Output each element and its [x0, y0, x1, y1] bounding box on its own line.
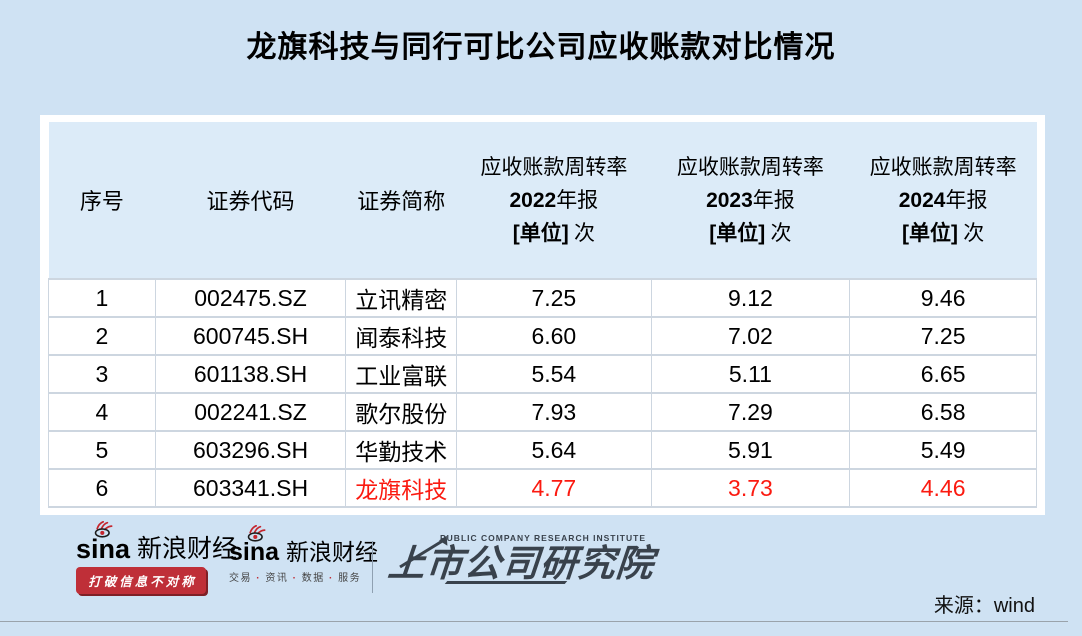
- table-row: 1 002475.SZ 立讯精密 7.25 9.12 9.46: [48, 278, 1037, 318]
- table-cell: 6.65: [849, 354, 1037, 394]
- sina-brand-text: sina: [229, 538, 280, 566]
- table-cell: 6: [48, 468, 156, 508]
- research-institute-logo: PUBLIC COMPANY RESEARCH INSTITUTE 上市公司研究…: [386, 533, 656, 584]
- table-cell: 5.11: [650, 354, 851, 394]
- page-title: 龙旗科技与同行可比公司应收账款对比情况: [246, 31, 836, 64]
- table-cell: 5.64: [456, 430, 652, 470]
- table-row: 4 002241.SZ 歌尔股份 7.93 7.29 6.58: [48, 392, 1037, 432]
- table-cell: 7.02: [650, 316, 851, 356]
- header-col-1: 序号: [48, 122, 156, 279]
- sina-cn-text: 新浪财经: [286, 539, 379, 565]
- table-cell: 5.91: [650, 430, 851, 470]
- table-cell: 7.25: [849, 316, 1037, 356]
- table-cell: 工业富联: [345, 354, 458, 394]
- header-metric-2022: 应收账款周转率 2022年报 [单位] 次: [456, 122, 652, 279]
- table-cell: 9.12: [650, 278, 851, 318]
- table-cell: 9.46: [849, 278, 1037, 318]
- institute-underline: [444, 581, 568, 584]
- sina-finance-logo-primary: sina 新浪财经 打破信息不对称: [76, 521, 238, 594]
- bottom-divider-line: [0, 621, 1068, 622]
- table-cell: 603341.SH: [154, 468, 347, 508]
- table-cell: 歌尔股份: [345, 392, 458, 432]
- table-body: 1 002475.SZ 立讯精密 7.25 9.12 9.46 2 600745.SH 闻泰科技…: [48, 278, 1037, 508]
- table-cell: 4.46: [849, 468, 1037, 508]
- table-row: 3 601138.SH 工业富联 5.54 5.11 6.65: [48, 354, 1037, 394]
- sina2-tagline: 交易 · 资讯 · 数据 · 服务: [229, 573, 362, 584]
- table-cell: 7.25: [456, 278, 652, 318]
- sina-wordmark: sina: [229, 525, 280, 566]
- sina-wordmark: sina: [76, 521, 131, 564]
- table-cell: 002475.SZ: [154, 278, 347, 318]
- comparison-table: 序号 证券代码 证券简称 应收账款周转率 2022年报 [单位] 次应收账款周转率 2023…: [48, 122, 1037, 508]
- sina-brand-text: sina: [76, 534, 131, 564]
- table-cell: 6.58: [849, 392, 1037, 432]
- table-cell: 7.29: [650, 392, 851, 432]
- header-metric-2023: 应收账款周转率 2023年报 [单位] 次: [651, 122, 850, 279]
- institute-en-name: PUBLIC COMPANY RESEARCH INSTITUTE: [440, 533, 647, 543]
- header-metric-2024: 应收账款周转率 2024年报 [单位] 次: [849, 122, 1037, 279]
- table-cell: 5: [48, 430, 156, 470]
- table-header-row: 序号 证券代码 证券简称 应收账款周转率 2022年报 [单位] 次应收账款周转率 2023…: [48, 122, 1037, 279]
- data-source-label: 来源：wind: [933, 595, 1035, 617]
- sina-cn-text: 新浪财经: [137, 535, 238, 563]
- table-cell: 立讯精密: [345, 278, 458, 318]
- table-cell: 600745.SH: [154, 316, 347, 356]
- header-col-3: 证券简称: [345, 122, 457, 279]
- table-cell: 6.60: [456, 316, 652, 356]
- institute-cn-name: 上市公司研究院: [386, 543, 656, 584]
- table-cell: 3: [48, 354, 156, 394]
- table-cell: 603296.SH: [154, 430, 347, 470]
- sina-logo-row: sina 新浪财经: [229, 525, 379, 566]
- header-col-2: 证券代码: [155, 122, 346, 279]
- table-row: 6 603341.SH 龙旗科技 4.77 3.73 4.46: [48, 468, 1037, 508]
- sina-eye-icon: [247, 525, 266, 542]
- table-cell: 4.77: [456, 468, 652, 508]
- table-cell: 龙旗科技: [345, 468, 458, 508]
- sina-finance-logo-secondary: sina 新浪财经 交易 · 资讯 · 数据 · 服务: [229, 525, 379, 584]
- sina-ribbon-tagline: 打破信息不对称: [76, 567, 206, 594]
- table-cell: 4: [48, 392, 156, 432]
- sina-eye-icon: [94, 521, 113, 538]
- table-cell: 2: [48, 316, 156, 356]
- sina-logo-row: sina 新浪财经: [76, 521, 238, 564]
- table-cell: 7.93: [456, 392, 652, 432]
- table-cell: 002241.SZ: [154, 392, 347, 432]
- table-cell: 1: [48, 278, 156, 318]
- table-cell: 601138.SH: [154, 354, 347, 394]
- table-cell: 5.54: [456, 354, 652, 394]
- table-card: 序号 证券代码 证券简称 应收账款周转率 2022年报 [单位] 次应收账款周转率 2023…: [40, 115, 1045, 515]
- table-row: 5 603296.SH 华勤技术 5.64 5.91 5.49: [48, 430, 1037, 470]
- table-cell: 华勤技术: [345, 430, 458, 470]
- table-cell: 3.73: [650, 468, 851, 508]
- table-cell: 5.49: [849, 430, 1037, 470]
- logo-divider: [372, 541, 373, 593]
- table-row: 2 600745.SH 闻泰科技 6.60 7.02 7.25: [48, 316, 1037, 356]
- arrow-icon: [399, 535, 448, 569]
- table-cell: 闻泰科技: [345, 316, 458, 356]
